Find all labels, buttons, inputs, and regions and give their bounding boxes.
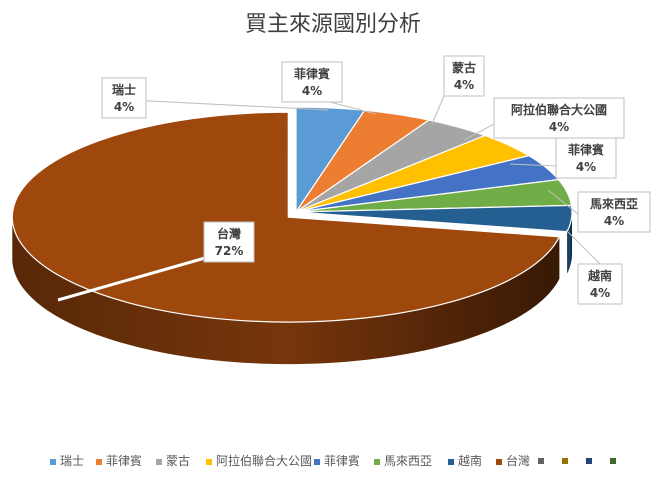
data-label-box-7 xyxy=(203,221,255,263)
legend-label-6: 越南 xyxy=(458,454,483,468)
legend-item-5: 馬來西亞 xyxy=(374,452,432,469)
data-label-box-5 xyxy=(577,191,651,233)
legend-empty-swatch-3 xyxy=(610,458,616,464)
pie-side-7 xyxy=(12,218,560,365)
data-label-value-2: 4% xyxy=(454,78,474,92)
legend-swatch-6 xyxy=(448,458,454,465)
legend-item-1: 菲律賓 xyxy=(96,452,142,469)
legend-empty-swatch-1 xyxy=(562,458,568,464)
legend-empty-swatch-2 xyxy=(586,458,592,464)
data-label-box-0 xyxy=(101,77,147,119)
data-label-box-1 xyxy=(281,61,343,103)
leader-line-7 xyxy=(57,254,213,302)
legend-item-6: 越南 xyxy=(448,452,482,469)
leader-line-6 xyxy=(565,229,601,265)
data-label-value-7: 72% xyxy=(215,244,244,258)
leader-line-4 xyxy=(509,163,557,167)
data-label-value-1: 4% xyxy=(302,84,322,98)
leader-line-0 xyxy=(129,99,329,111)
legend-label-1: 菲律賓 xyxy=(106,454,143,468)
data-label-value-0: 4% xyxy=(114,100,134,114)
data-label-name-1: 菲律賓 xyxy=(294,66,330,81)
legend-swatch-7 xyxy=(496,458,502,465)
data-label-name-6: 越南 xyxy=(587,268,612,283)
data-label-name-4: 菲律賓 xyxy=(568,142,604,157)
legend-item-7: 台灣 xyxy=(496,452,530,469)
legend-label-0: 瑞士 xyxy=(60,454,85,468)
data-label-name-7: 台灣 xyxy=(217,226,241,241)
legend-swatch-0 xyxy=(50,458,56,465)
legend-label-7: 台灣 xyxy=(506,454,531,468)
legend-label-4: 菲律賓 xyxy=(324,454,361,468)
legend-swatch-4 xyxy=(314,458,320,465)
legend-item-0: 瑞士 xyxy=(50,452,84,469)
leader-line-3 xyxy=(463,123,495,141)
data-label-value-6: 4% xyxy=(590,286,610,300)
data-label-box-2 xyxy=(443,55,485,97)
pie-side-6 xyxy=(567,212,572,274)
legend-label-2: 蒙古 xyxy=(166,454,191,468)
data-label-name-3: 阿拉伯聯合大公國 xyxy=(511,102,607,117)
legend-label-5: 馬來西亞 xyxy=(384,454,433,468)
pie-slice-7 xyxy=(11,111,561,323)
legend-swatch-2 xyxy=(156,458,162,465)
data-label-name-0: 瑞士 xyxy=(112,82,136,97)
legend-item-3: 阿拉伯聯合大公國 xyxy=(206,452,312,469)
data-label-value-3: 4% xyxy=(549,120,569,134)
data-label-name-2: 蒙古 xyxy=(452,60,476,75)
data-label-value-5: 4% xyxy=(604,214,624,228)
legend-swatch-3 xyxy=(206,458,212,465)
data-label-box-6 xyxy=(577,263,623,305)
legend-item-2: 蒙古 xyxy=(156,452,190,469)
leader-line-5 xyxy=(547,189,579,215)
data-label-name-5: 馬來西亞 xyxy=(590,196,638,211)
leader-line-1 xyxy=(329,101,377,115)
legend-item-4: 菲律賓 xyxy=(314,452,360,469)
data-label-box-3 xyxy=(493,97,625,139)
legend-swatch-5 xyxy=(374,458,380,465)
data-label-box-4 xyxy=(555,137,617,179)
leader-line-2 xyxy=(431,95,445,125)
chart-legend: 瑞士 菲律賓 蒙古 阿拉伯聯合大公國 菲律賓 馬來西亞 越南 台灣 xyxy=(38,452,648,470)
legend-swatch-1 xyxy=(96,458,102,465)
chart-title: 買主來源國別分析 xyxy=(244,12,421,37)
legend-label-3: 阿拉伯聯合大公國 xyxy=(216,454,313,468)
data-label-value-4: 4% xyxy=(576,160,596,174)
legend-empty-swatch-0 xyxy=(538,458,544,464)
